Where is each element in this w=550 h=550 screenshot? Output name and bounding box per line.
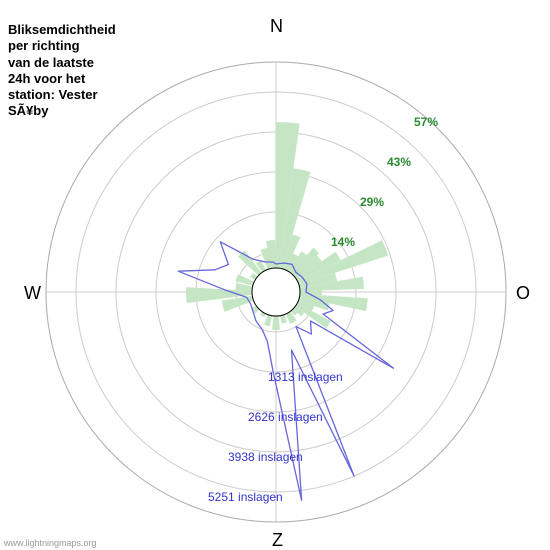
percent-label: 43% [387,155,411,169]
strikes-label: 2626 inslagen [248,410,323,424]
percent-label: 14% [331,235,355,249]
percent-label: 57% [414,115,438,129]
direction-label-e: O [516,283,530,304]
footer-attribution: www.lightningmaps.org [4,538,97,548]
percent-label: 29% [360,195,384,209]
chart-container: Bliksemdichtheid per richting van de laa… [0,0,550,550]
direction-label-n: N [270,16,283,37]
chart-title: Bliksemdichtheid per richting van de laa… [8,22,116,120]
strikes-label: 5251 inslagen [208,490,283,504]
strikes-label: 1313 inslagen [268,370,343,384]
direction-label-s: Z [272,530,283,550]
strikes-label: 3938 inslagen [228,450,303,464]
direction-label-w: W [24,283,41,304]
